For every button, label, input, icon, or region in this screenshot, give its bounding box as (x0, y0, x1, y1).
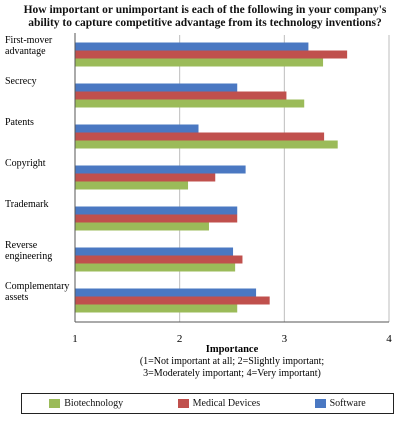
chart-title: How important or unimportant is each of … (10, 4, 400, 30)
bar-software-complementary-assets (75, 288, 257, 297)
x-tick-label-3: 3 (282, 333, 288, 345)
bar-medical-devices-first-mover-advantage (75, 50, 348, 59)
bar-biotechnology-patents (75, 140, 338, 149)
x-tick-label-4: 4 (386, 333, 392, 345)
legend-swatch-biotechnology (49, 399, 61, 408)
bar-biotechnology-first-mover-advantage (75, 58, 324, 67)
x-axis-note-line-2: 3=Moderately important; 4=Very important… (143, 368, 321, 379)
axes (74, 33, 389, 323)
bar-software-reverse-engineering (75, 247, 234, 256)
legend-swatch-medical-devices (177, 399, 189, 408)
legend-label-biotechnology: Biotechnology (64, 398, 124, 409)
chart-title-line-1: How important or unimportant is each of … (23, 4, 387, 16)
x-tick-labels: 1 2 3 4 (72, 333, 392, 345)
bar-medical-devices-patents (75, 132, 325, 141)
legend-item-biotechnology: Biotechnology (49, 398, 123, 409)
x-tick-label-1: 1 (72, 333, 78, 345)
x-axis-note-line-1: (1=Not important at all; 2=Slightly impo… (140, 356, 325, 367)
legend-swatch-software (314, 399, 326, 408)
bar-software-patents (75, 124, 199, 133)
bar-medical-devices-complementary-assets (75, 296, 270, 305)
category-labels: First-mover advantage Secrecy Patents Copyri… (5, 35, 69, 303)
legend-item-medical-devices: Medical Devices (177, 398, 261, 409)
bar-software-secrecy (75, 83, 238, 92)
bar-biotechnology-copyright (75, 181, 189, 190)
bar-biotechnology-complementary-assets (75, 304, 238, 313)
category-label-secrecy: Secrecy (5, 76, 37, 87)
category-label-reverse-engineering: Reverse engineering (5, 240, 52, 262)
x-tick-label-2: 2 (177, 333, 183, 345)
bars (75, 42, 348, 313)
bar-software-first-mover-advantage (75, 42, 309, 51)
bar-medical-devices-reverse-engineering (75, 255, 243, 264)
bar-software-copyright (75, 165, 246, 174)
bar-medical-devices-copyright (75, 173, 216, 182)
category-label-complementary-assets: Complementary assets (5, 281, 69, 303)
category-label-trademark: Trademark (5, 199, 49, 210)
bar-medical-devices-secrecy (75, 91, 287, 100)
category-label-copyright: Copyright (5, 158, 46, 169)
legend-item-software: Software (314, 398, 366, 409)
category-label-patents: Patents (5, 117, 34, 128)
chart-title-line-2: ability to capture competitive advantage… (28, 17, 382, 29)
legend-label-medical-devices: Medical Devices (192, 398, 261, 409)
bar-biotechnology-secrecy (75, 99, 305, 108)
x-axis-title: Importance(1=Not important at all; 2=Sli… (140, 344, 325, 379)
category-label-first-mover-advantage: First-mover advantage (5, 35, 53, 57)
bar-biotechnology-reverse-engineering (75, 263, 236, 272)
x-axis-label: Importance (206, 344, 259, 355)
bar-software-trademark (75, 206, 238, 215)
bar-medical-devices-trademark (75, 214, 238, 223)
legend-label-software: Software (329, 398, 366, 409)
bar-biotechnology-trademark (75, 222, 209, 231)
legend: Biotechnology Medical Devices Software (21, 393, 394, 414)
